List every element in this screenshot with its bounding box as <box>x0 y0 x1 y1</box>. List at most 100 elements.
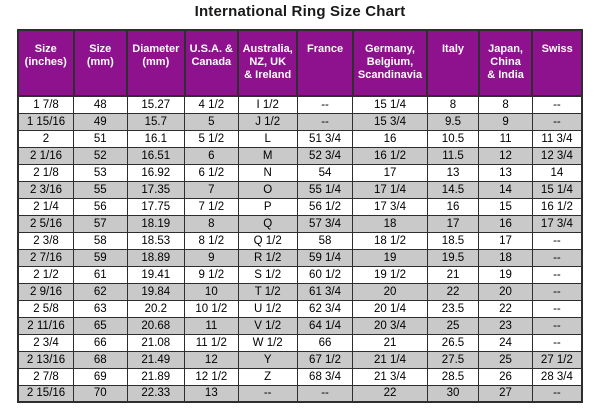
column-header-australia-nz-uk-ireland: Australia, NZ, UK & Ireland <box>237 29 299 97</box>
table-cell: -- <box>296 95 354 114</box>
table-cell: I 1/2 <box>237 95 298 114</box>
table-cell: 2 <box>17 129 75 148</box>
table-cell: -- <box>296 384 354 403</box>
table-cell: 2 5/16 <box>17 214 75 233</box>
table-cell: 18.53 <box>126 231 186 250</box>
table-header: Size (inches) Size (mm) Diameter (mm) U.… <box>17 29 583 97</box>
table-cell: J 1/2 <box>237 112 298 131</box>
table-cell: 28.5 <box>426 367 480 386</box>
table-cell: 2 7/16 <box>17 248 75 267</box>
table-cell: 17.75 <box>126 197 186 216</box>
table-cell: 67 1/2 <box>296 350 354 369</box>
table-cell: 27 <box>478 384 533 403</box>
table-cell: 20 <box>478 282 533 301</box>
table-cell: 55 1/4 <box>296 180 354 199</box>
table-cell: 2 3/8 <box>17 231 75 250</box>
table-cell: 26 <box>478 367 533 386</box>
table-cell: 20.68 <box>126 316 186 335</box>
table-cell: 21 1/4 <box>352 350 428 369</box>
table-cell: 12 <box>184 350 239 369</box>
table-cell: 51 3/4 <box>296 129 354 148</box>
table-cell: 12 <box>478 146 533 165</box>
table-cell: 17.35 <box>126 180 186 199</box>
table-row: 2 1/2 61 19.41 9 1/2 S 1/2 60 1/2 19 1/2 21 19 -- <box>17 265 583 284</box>
table-cell: 6 1/2 <box>184 163 239 182</box>
table-cell: 20 3/4 <box>352 316 428 335</box>
table-cell: 60 1/2 <box>296 265 354 284</box>
column-header-france: France <box>296 29 354 97</box>
table-cell: 19 <box>478 265 533 284</box>
column-header-germany-belgium-scandinavia: Germany, Belgium, Scandinavia <box>351 29 429 97</box>
table-cell: 16 <box>426 197 480 216</box>
table-cell: U 1/2 <box>237 299 298 318</box>
table-cell: 16 <box>352 129 428 148</box>
table-cell: 2 3/16 <box>17 180 75 199</box>
table-row: 2 3/16 55 17.35 7 O 55 1/4 17 1/4 14.5 14 15 1/4 <box>17 180 583 199</box>
table-cell: W 1/2 <box>237 333 298 352</box>
table-cell: -- <box>531 384 583 403</box>
table-cell: M <box>237 146 298 165</box>
table-cell: 55 <box>73 180 128 199</box>
table-cell: 23 <box>478 316 533 335</box>
table-cell: 61 <box>73 265 128 284</box>
table-cell: 20.2 <box>126 299 186 318</box>
table-cell: 52 3/4 <box>296 146 354 165</box>
table-cell: 2 1/4 <box>17 197 75 216</box>
table-cell: 10 <box>184 282 239 301</box>
table-cell: 14 <box>531 163 583 182</box>
table-cell: 8 <box>184 214 239 233</box>
table-cell: 12 1/2 <box>184 367 239 386</box>
table-cell: O <box>237 180 298 199</box>
table-cell: 57 <box>73 214 128 233</box>
table-cell: 22 <box>478 299 533 318</box>
table-row: 1 15/16 49 15.7 5 J 1/2 -- 15 3/4 9.5 9 -- <box>17 112 583 131</box>
table-cell: 9 <box>478 112 533 131</box>
table-cell: 2 7/8 <box>17 367 75 386</box>
table-row: 1 7/8 48 15.27 4 1/2 I 1/2 -- 15 1/4 8 8 -- <box>17 95 583 114</box>
table-cell: 22 <box>426 282 480 301</box>
table-cell: 16.1 <box>126 129 186 148</box>
table-cell: 54 <box>296 163 354 182</box>
table-cell: 68 3/4 <box>296 367 354 386</box>
table-cell: 17 3/4 <box>352 197 428 216</box>
table-cell: -- <box>531 248 583 267</box>
table-cell: 18.5 <box>426 231 480 250</box>
table-cell: 2 13/16 <box>17 350 75 369</box>
table-cell: 10.5 <box>426 129 480 148</box>
table-cell: 19.41 <box>126 265 186 284</box>
table-cell: 25 <box>478 350 533 369</box>
column-header-italy: Italy <box>426 29 480 97</box>
table-cell: 70 <box>73 384 128 403</box>
table-cell: 9 <box>184 248 239 267</box>
table-cell: 51 <box>73 129 128 148</box>
table-cell: -- <box>237 384 298 403</box>
table-cell: 21.49 <box>126 350 186 369</box>
table-cell: 15 3/4 <box>352 112 428 131</box>
table-cell: 20 <box>352 282 428 301</box>
table-cell: -- <box>531 112 583 131</box>
table-row: 2 1/8 53 16.92 6 1/2 N 54 17 13 13 14 <box>17 163 583 182</box>
table-cell: 20 1/4 <box>352 299 428 318</box>
table-cell: 52 <box>73 146 128 165</box>
table-cell: P <box>237 197 298 216</box>
table-cell: 8 1/2 <box>184 231 239 250</box>
table-cell: 59 1/4 <box>296 248 354 267</box>
table-cell: 18.89 <box>126 248 186 267</box>
table-cell: 48 <box>73 95 128 114</box>
table-row: 2 11/16 65 20.68 11 V 1/2 64 1/4 20 3/4 25 23 -- <box>17 316 583 335</box>
table-cell: 5 1/2 <box>184 129 239 148</box>
table-cell: 22.33 <box>126 384 186 403</box>
table-cell: 19.84 <box>126 282 186 301</box>
table-cell: Q <box>237 214 298 233</box>
table-cell: 10 1/2 <box>184 299 239 318</box>
table-cell: 17 1/4 <box>352 180 428 199</box>
table-cell: 16.92 <box>126 163 186 182</box>
ring-size-table: Size (inches) Size (mm) Diameter (mm) U.… <box>17 29 583 403</box>
table-cell: 26.5 <box>426 333 480 352</box>
table-cell: 4 1/2 <box>184 95 239 114</box>
table-cell: 53 <box>73 163 128 182</box>
table-cell: 2 5/8 <box>17 299 75 318</box>
column-header-size-inches: Size (inches) <box>17 29 75 97</box>
table-cell: Z <box>237 367 298 386</box>
table-cell: 2 1/2 <box>17 265 75 284</box>
